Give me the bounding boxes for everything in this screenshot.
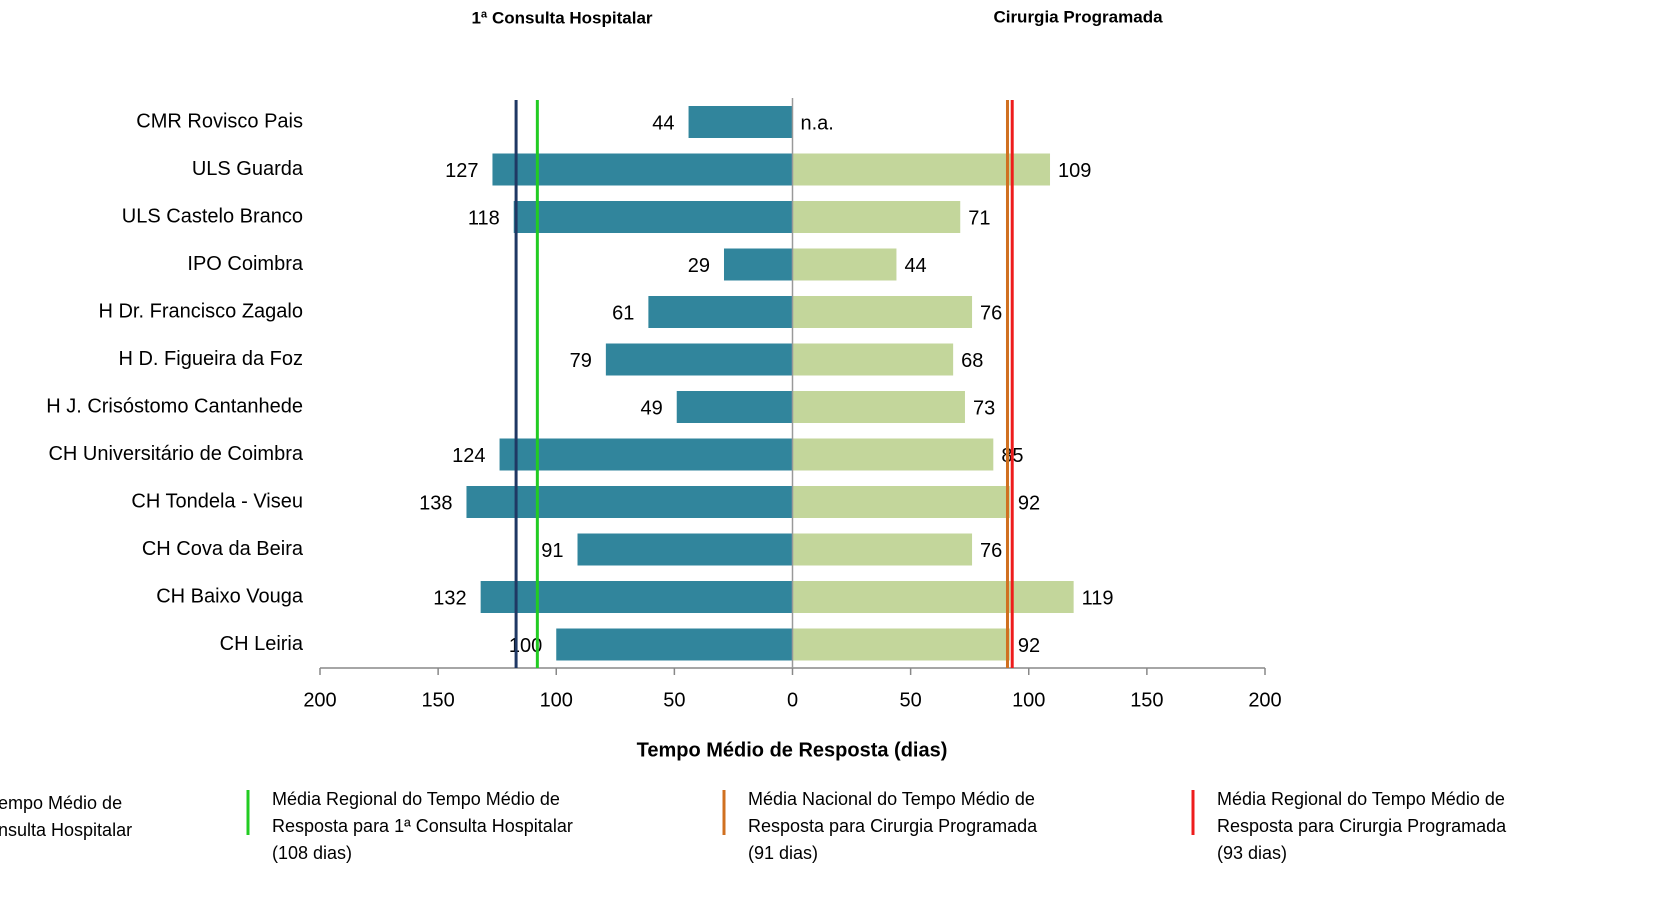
value-label: 91 — [541, 540, 563, 562]
x-tick-label: 50 — [900, 689, 922, 711]
category-label: H Dr. Francisco Zagalo — [98, 300, 303, 322]
legend-label: Média Regional do Tempo Médio de — [272, 789, 560, 809]
bar — [492, 153, 793, 186]
value-label: 73 — [973, 397, 995, 419]
x-tick-label: 0 — [787, 689, 798, 711]
category-label: ULS Castelo Branco — [122, 205, 303, 227]
x-axis-title: Tempo Médio de Resposta (dias) — [637, 739, 948, 761]
x-tick-label: 200 — [303, 689, 336, 711]
bar — [792, 533, 973, 566]
bar — [792, 296, 973, 328]
value-label: 29 — [688, 255, 710, 277]
bar — [676, 391, 793, 423]
bar — [723, 248, 793, 281]
value-label: 49 — [640, 397, 662, 419]
value-label: 76 — [980, 540, 1002, 562]
bar — [466, 486, 793, 518]
value-label: 132 — [433, 587, 466, 609]
category-label: ULS Guarda — [192, 158, 304, 180]
x-tick-label: 100 — [540, 689, 573, 711]
legend-label: empo Médio de — [0, 793, 122, 813]
legend-label: Média Nacional do Tempo Médio de — [748, 789, 1035, 809]
value-label: 119 — [1082, 587, 1114, 609]
bar — [480, 581, 793, 613]
legend-label: Média Regional do Tempo Médio de — [1217, 789, 1505, 809]
legend-label: Resposta para Cirurgia Programada — [748, 816, 1038, 836]
bar — [792, 391, 965, 423]
value-label: 109 — [1058, 160, 1091, 182]
value-label: 92 — [1018, 635, 1040, 657]
legend-label: Resposta para Cirurgia Programada — [1217, 816, 1507, 836]
category-label: CH Leiria — [220, 633, 304, 655]
chart-title-left: 1ª Consulta Hospitalar — [471, 8, 652, 27]
bar — [688, 106, 793, 138]
value-label: 124 — [452, 445, 485, 467]
bar — [556, 628, 793, 661]
bar — [792, 486, 1010, 518]
value-label: 71 — [968, 207, 990, 229]
x-tick-label: 150 — [421, 689, 454, 711]
category-label: CMR Rovisco Pais — [136, 110, 303, 132]
chart-title-right: Cirurgia Programada — [993, 7, 1163, 26]
value-label: 92 — [1018, 492, 1040, 514]
category-label: H D. Figueira da Foz — [118, 348, 303, 370]
value-label: 118 — [468, 207, 500, 229]
x-tick-label: 50 — [663, 689, 685, 711]
bar — [792, 628, 1010, 661]
bar — [513, 201, 793, 233]
legend-label: nsulta Hospitalar — [0, 820, 132, 840]
bar — [792, 581, 1074, 613]
value-label: 61 — [612, 302, 634, 324]
bar — [648, 296, 793, 328]
bar — [792, 248, 897, 281]
value-label: 68 — [961, 350, 983, 372]
bar — [577, 533, 793, 566]
legend-label: (108 dias) — [272, 843, 352, 863]
category-label: H J. Crisóstomo Cantanhede — [46, 395, 303, 417]
category-label: CH Universitário de Coimbra — [48, 443, 303, 465]
value-label: 79 — [570, 350, 592, 372]
category-label: CH Tondela - Viseu — [131, 490, 303, 512]
bar — [499, 438, 793, 471]
value-label: n.a. — [801, 112, 834, 134]
value-label: 44 — [652, 112, 674, 134]
category-label: CH Baixo Vouga — [156, 585, 304, 607]
x-tick-label: 100 — [1012, 689, 1045, 711]
value-label: 138 — [419, 492, 452, 514]
legend-label: (91 dias) — [748, 843, 818, 863]
bar — [792, 438, 994, 471]
value-label: 44 — [904, 255, 926, 277]
category-label: CH Cova da Beira — [142, 538, 304, 560]
value-label: 76 — [980, 302, 1002, 324]
bar — [605, 343, 793, 376]
legend-label: Resposta para 1ª Consulta Hospitalar — [272, 816, 573, 836]
bar — [792, 343, 954, 376]
legend-label: (93 dias) — [1217, 843, 1287, 863]
value-label: 127 — [445, 160, 478, 182]
category-label: IPO Coimbra — [187, 253, 303, 275]
x-tick-label: 200 — [1248, 689, 1281, 711]
bar — [792, 201, 961, 233]
x-tick-label: 150 — [1130, 689, 1163, 711]
